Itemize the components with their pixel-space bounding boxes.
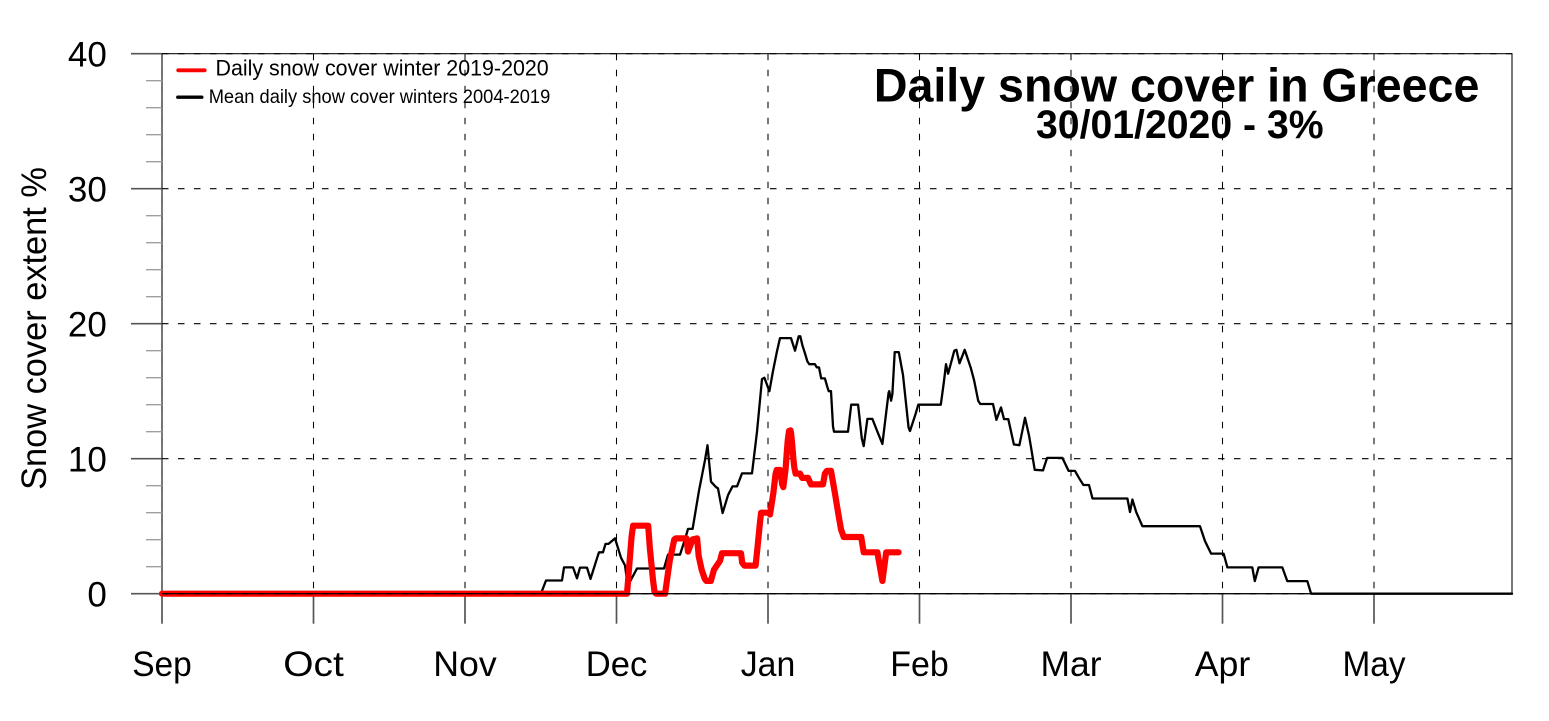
svg-text:Daily snow cover winter 2019-2: Daily snow cover winter 2019-2020 bbox=[216, 56, 549, 81]
svg-text:Mar: Mar bbox=[1041, 645, 1102, 684]
svg-text:Daily snow cover in Greece: Daily snow cover in Greece bbox=[874, 60, 1480, 113]
svg-text:20: 20 bbox=[68, 305, 107, 344]
svg-text:Oct: Oct bbox=[283, 645, 344, 684]
svg-text:Apr: Apr bbox=[1195, 645, 1251, 684]
svg-text:Dec: Dec bbox=[586, 645, 648, 684]
svg-text:40: 40 bbox=[68, 35, 107, 74]
svg-text:Mean daily snow cover winters: Mean daily snow cover winters 2004-2019 bbox=[209, 87, 551, 108]
svg-text:Sep: Sep bbox=[132, 645, 192, 684]
svg-text:10: 10 bbox=[68, 440, 107, 479]
svg-text:Nov: Nov bbox=[433, 645, 497, 684]
svg-text:30/01/2020 - 3%: 30/01/2020 - 3% bbox=[1036, 103, 1324, 147]
svg-text:May: May bbox=[1343, 645, 1406, 684]
svg-text:Feb: Feb bbox=[890, 645, 949, 684]
svg-text:Snow cover extent %: Snow cover extent % bbox=[15, 167, 54, 490]
svg-text:0: 0 bbox=[87, 575, 106, 614]
svg-text:30: 30 bbox=[68, 170, 107, 209]
svg-text:Jan: Jan bbox=[741, 645, 796, 684]
